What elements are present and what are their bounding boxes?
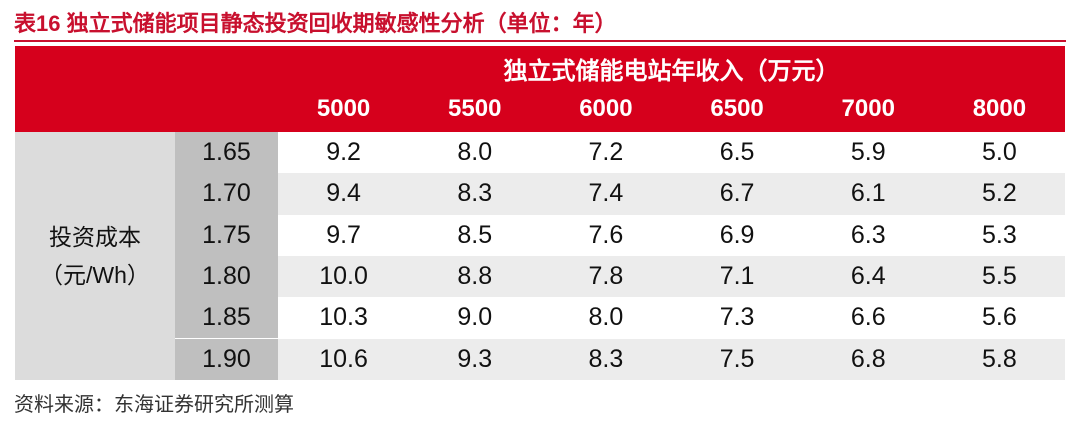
cell-value: 5.2	[982, 179, 1017, 208]
cell-value: 5.5	[982, 262, 1017, 291]
cell-value: 6.5	[719, 138, 755, 167]
cell-value: 7.8	[588, 262, 624, 291]
cell-value: 6.8	[850, 344, 886, 373]
cell-value: 8.0	[457, 138, 493, 167]
cell-value: 10.6	[319, 344, 368, 373]
cell-value: 6.7	[719, 179, 755, 208]
row-bg	[278, 297, 1065, 339]
cell-value: 6.6	[850, 303, 886, 332]
column-header: 6500	[710, 95, 764, 122]
row-label: 1.65	[175, 132, 278, 174]
cell-value: 10.0	[319, 262, 368, 291]
row-label: 1.85	[175, 297, 278, 339]
column-header: 7000	[841, 95, 895, 122]
title-rule	[14, 40, 1066, 42]
row-group-label: 投资成本	[49, 223, 141, 250]
cell-value: 9.7	[326, 220, 361, 249]
cell-value: 5.6	[982, 303, 1017, 332]
table-header	[15, 46, 1065, 132]
row-label: 1.75	[175, 214, 278, 256]
row-group-bg: 投资成本 （元/Wh）	[15, 132, 175, 380]
column-header: 5000	[316, 95, 371, 122]
cell-value: 7.2	[588, 138, 624, 167]
cell-value: 5.3	[982, 220, 1017, 249]
row-bg	[278, 173, 1065, 215]
row-bg	[278, 338, 1065, 380]
cell-value: 7.1	[719, 262, 755, 291]
cell-value: 7.3	[719, 303, 755, 332]
cell-value: 8.0	[588, 303, 624, 332]
cell-value: 6.1	[850, 179, 886, 208]
row-bg	[278, 214, 1065, 256]
cell-value: 8.5	[457, 220, 493, 249]
row-label: 1.80	[175, 255, 278, 298]
cell-value: 7.5	[719, 344, 755, 373]
source: 资料来源：东海证券研究所测算	[14, 394, 294, 416]
row-bg	[278, 132, 1065, 174]
column-header: 8000	[972, 95, 1027, 122]
cell-value: 7.4	[588, 179, 624, 208]
cell-value: 8.3	[588, 344, 624, 373]
column-group: 独立式储能电站年收入（万元）	[503, 57, 840, 85]
cell-value: 5.0	[982, 138, 1017, 167]
cell-value: 5.8	[982, 344, 1017, 373]
cell-value: 8.3	[457, 179, 493, 208]
row-label: 1.70	[175, 173, 278, 215]
cell-value: 6.9	[719, 220, 755, 249]
cell-value: 6.4	[850, 262, 886, 291]
row-label: 1.90	[175, 338, 278, 380]
cell-value: 9.0	[457, 303, 493, 332]
title: 表16 独立式储能项目静态投资回收期敏感性分析（单位：年）	[14, 11, 617, 36]
cell-value: 8.8	[457, 262, 493, 291]
cell-value: 10.3	[319, 303, 368, 332]
row-bg	[278, 255, 1065, 298]
row-group-label: （元/Wh）	[40, 261, 150, 288]
column-header: 6000	[579, 95, 633, 122]
cell-value: 6.3	[850, 220, 886, 249]
cell-value: 9.2	[326, 138, 361, 167]
column-header: 5500	[448, 95, 502, 122]
cell-value: 7.6	[588, 220, 624, 249]
cell-value: 9.3	[457, 344, 493, 373]
cell-value: 9.4	[326, 179, 361, 208]
cell-value: 5.9	[850, 138, 886, 167]
